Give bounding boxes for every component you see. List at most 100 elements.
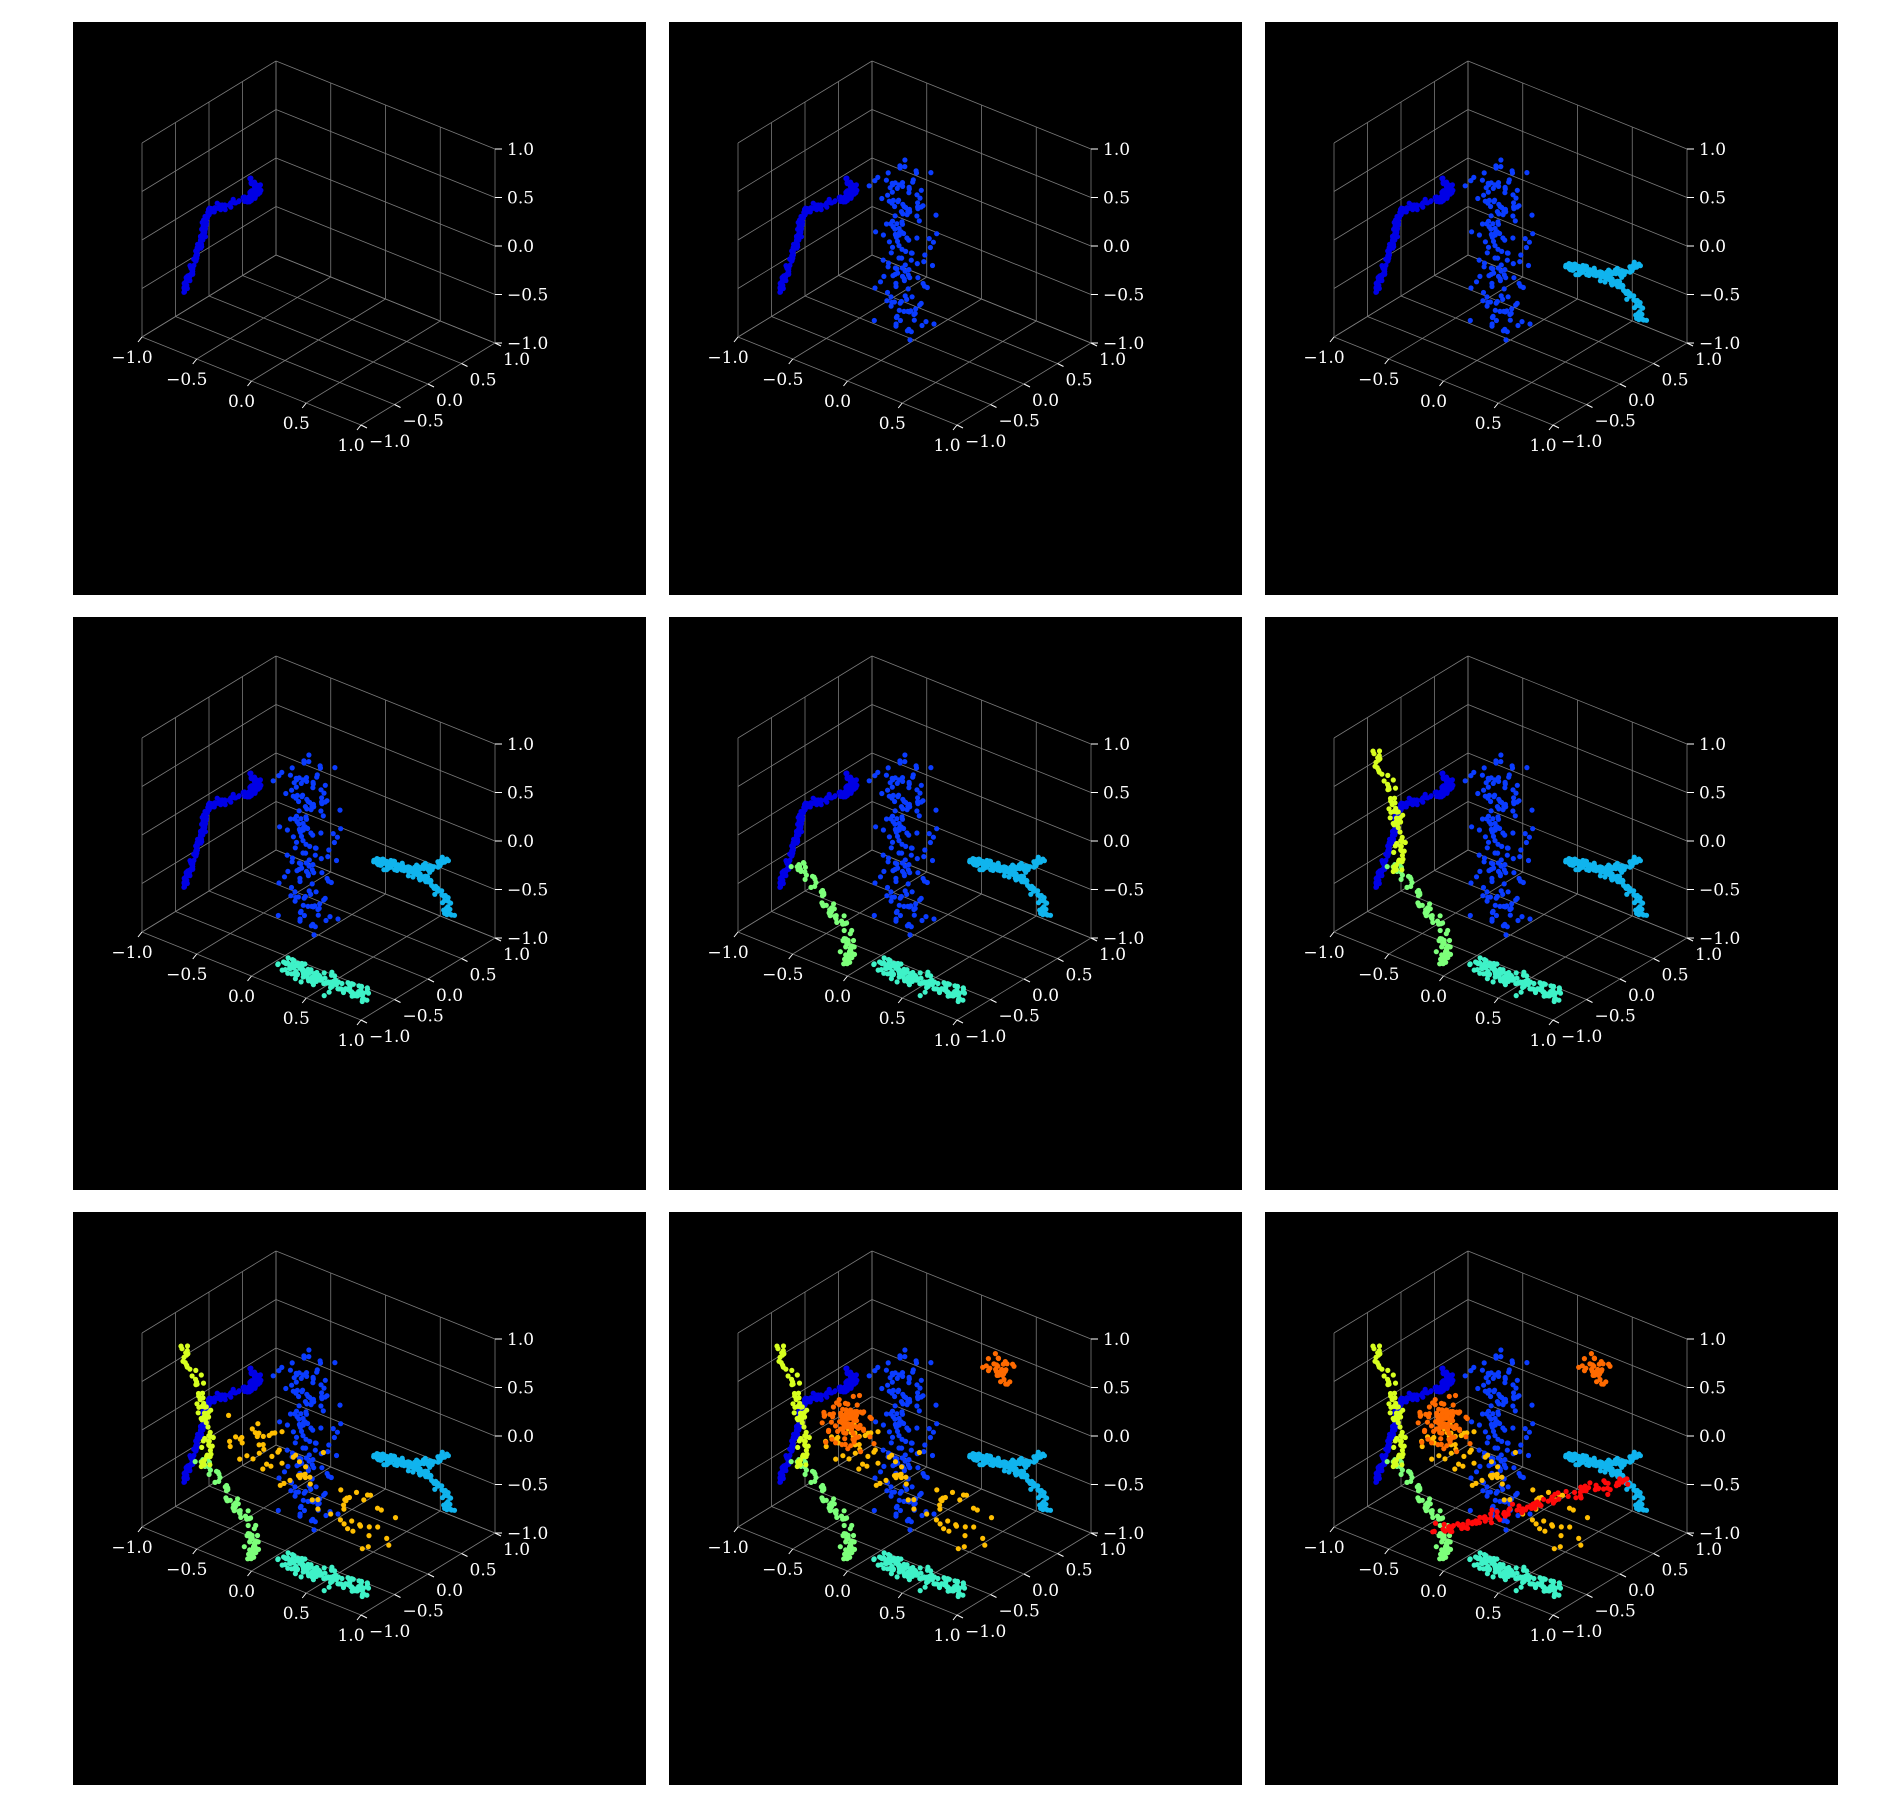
data-point: [1430, 919, 1436, 925]
data-point: [285, 955, 291, 961]
data-point: [1492, 838, 1498, 844]
data-point: [931, 916, 937, 922]
data-point: [305, 1468, 311, 1474]
grid-line: [275, 60, 496, 150]
data-point: [1510, 787, 1516, 793]
data-point: [889, 813, 896, 819]
data-point: [1488, 213, 1494, 219]
data-point: [338, 1487, 344, 1493]
x-tick-label: 0.5: [1475, 1009, 1502, 1029]
data-point: [889, 1434, 896, 1440]
data-point: [918, 1377, 924, 1383]
grid-line: [242, 275, 462, 364]
data-point: [897, 165, 903, 171]
data-point: [312, 852, 318, 858]
data-point: [291, 970, 297, 976]
data-point: [911, 317, 917, 323]
data-point: [905, 974, 911, 980]
z-tick-label: 0.0: [1103, 832, 1130, 852]
data-point: [1495, 221, 1502, 227]
data-point: [1386, 786, 1392, 792]
data-point: [897, 968, 903, 974]
data-point: [305, 1498, 311, 1504]
data-point: [318, 1382, 324, 1388]
data-point: [781, 1463, 787, 1469]
data-point: [285, 1555, 291, 1561]
data-point: [1382, 265, 1388, 271]
data-point: [364, 989, 370, 995]
data-point: [909, 294, 915, 300]
data-point: [194, 245, 200, 251]
data-point: [249, 1378, 255, 1384]
data-point: [899, 221, 906, 227]
data-point: [790, 245, 796, 251]
data-point: [1413, 205, 1419, 211]
data-point: [1497, 798, 1503, 805]
data-point: [276, 880, 282, 886]
x-tick-label: 0.0: [1420, 392, 1447, 412]
data-point: [300, 777, 306, 783]
z-tick-label: 0.5: [1699, 784, 1726, 804]
data-point: [880, 852, 886, 858]
z-tick-label: −0.5: [507, 1476, 548, 1496]
x-tick: [952, 424, 958, 431]
data-point: [1511, 275, 1517, 281]
data-point: [901, 278, 907, 284]
x-tick-label: −0.5: [166, 1560, 207, 1580]
x-tick-label: 0.5: [283, 1009, 310, 1029]
x-tick-label: 0.0: [228, 987, 255, 1007]
data-point: [1494, 804, 1500, 810]
data-point: [1523, 839, 1529, 846]
y-tick: [1619, 978, 1627, 983]
grid-line: [141, 1250, 277, 1334]
data-point: [190, 265, 196, 271]
data-point: [1524, 973, 1530, 979]
data-point: [306, 857, 312, 863]
data-point: [902, 759, 908, 765]
data-point: [894, 313, 900, 319]
data-point: [216, 1478, 222, 1484]
y-tick-label: 0.5: [1066, 966, 1093, 986]
y-tick-label: −1.0: [369, 432, 410, 452]
grid-line: [737, 1299, 873, 1382]
data-point: [301, 760, 307, 766]
data-point: [1556, 997, 1562, 1003]
data-point: [353, 1489, 360, 1495]
data-point: [817, 800, 823, 806]
x-tick-label: −0.5: [1358, 965, 1399, 985]
data-point: [827, 1390, 834, 1396]
data-point: [207, 1433, 213, 1439]
data-point: [884, 1488, 890, 1494]
data-point: [209, 1443, 215, 1449]
data-point: [275, 912, 281, 919]
data-point: [852, 783, 858, 790]
data-point: [1490, 908, 1496, 914]
data-point: [915, 204, 921, 210]
data-point: [795, 244, 801, 250]
data-point: [886, 1429, 892, 1435]
data-point: [300, 1445, 306, 1451]
scatter3d-panel-5: −1.0 −0.5 0.0 0.5 1.0 −1.0 −0.5 0.0 0.5 1.0 −1.0 −0…: [669, 617, 1242, 1190]
data-point: [833, 915, 839, 922]
data-point: [1443, 954, 1449, 960]
z-tick-label: 1.0: [507, 735, 534, 755]
data-point: [319, 870, 325, 876]
data-point: [1490, 238, 1497, 244]
data-point: [889, 1489, 895, 1495]
data-point: [1618, 283, 1624, 289]
y-tick-label: −1.0: [965, 432, 1006, 452]
data-point: [314, 1367, 320, 1373]
data-point: [298, 816, 304, 822]
data-point: [252, 1540, 258, 1546]
grid-line: [1498, 915, 1633, 999]
data-point: [1473, 874, 1480, 880]
data-point: [221, 205, 227, 211]
data-point: [928, 1360, 934, 1366]
data-point: [1444, 945, 1450, 951]
data-point: [1518, 989, 1524, 995]
data-point: [901, 203, 907, 210]
y-tick-label: −0.5: [403, 1602, 444, 1622]
x-tick-label: −1.0: [1303, 943, 1344, 963]
data-point: [896, 307, 902, 313]
data-point: [1399, 834, 1405, 840]
